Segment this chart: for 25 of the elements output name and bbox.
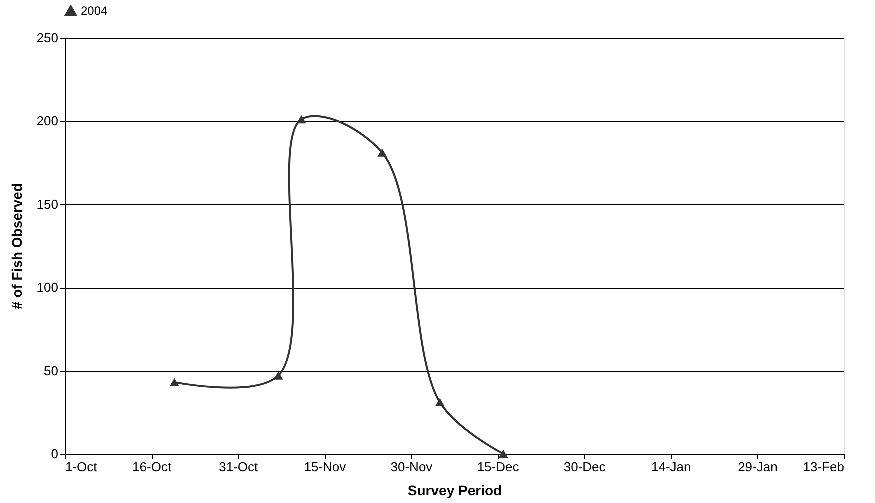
- point: [274, 372, 284, 380]
- point: [296, 115, 306, 124]
- y-tick-label: 250: [36, 30, 58, 46]
- point: [378, 148, 388, 157]
- y-tick-label: 100: [36, 280, 58, 296]
- point: [435, 398, 445, 407]
- x-axis-title: Survey Period: [408, 482, 502, 498]
- point: [498, 450, 508, 458]
- y-tick-label: 200: [36, 114, 58, 129]
- point: [170, 378, 180, 387]
- legend-label: 2004: [81, 4, 108, 18]
- x-tick-label: 29-Jan: [738, 460, 778, 474]
- y-tick-label: 50: [44, 363, 58, 378]
- x-tick-label: 13-Feb: [803, 460, 844, 474]
- x-tick-label: 1-Oct: [66, 460, 98, 474]
- x-tick-label: 15-Nov: [304, 460, 347, 474]
- x-tick-label: 30-Nov: [390, 460, 434, 474]
- x-tick-label: 16-Oct: [132, 460, 172, 474]
- x-tick-label: 14-Jan: [652, 460, 692, 474]
- y-axis-title: # of Fish Observed: [8, 183, 25, 310]
- x-tick-label: 31-Oct: [219, 460, 259, 474]
- x-tick-label: 15-Dec: [477, 460, 520, 474]
- y-tick-label: 0: [51, 446, 58, 462]
- y-tick-label: 150: [36, 196, 58, 212]
- x-tick-label: 30-Dec: [564, 460, 606, 474]
